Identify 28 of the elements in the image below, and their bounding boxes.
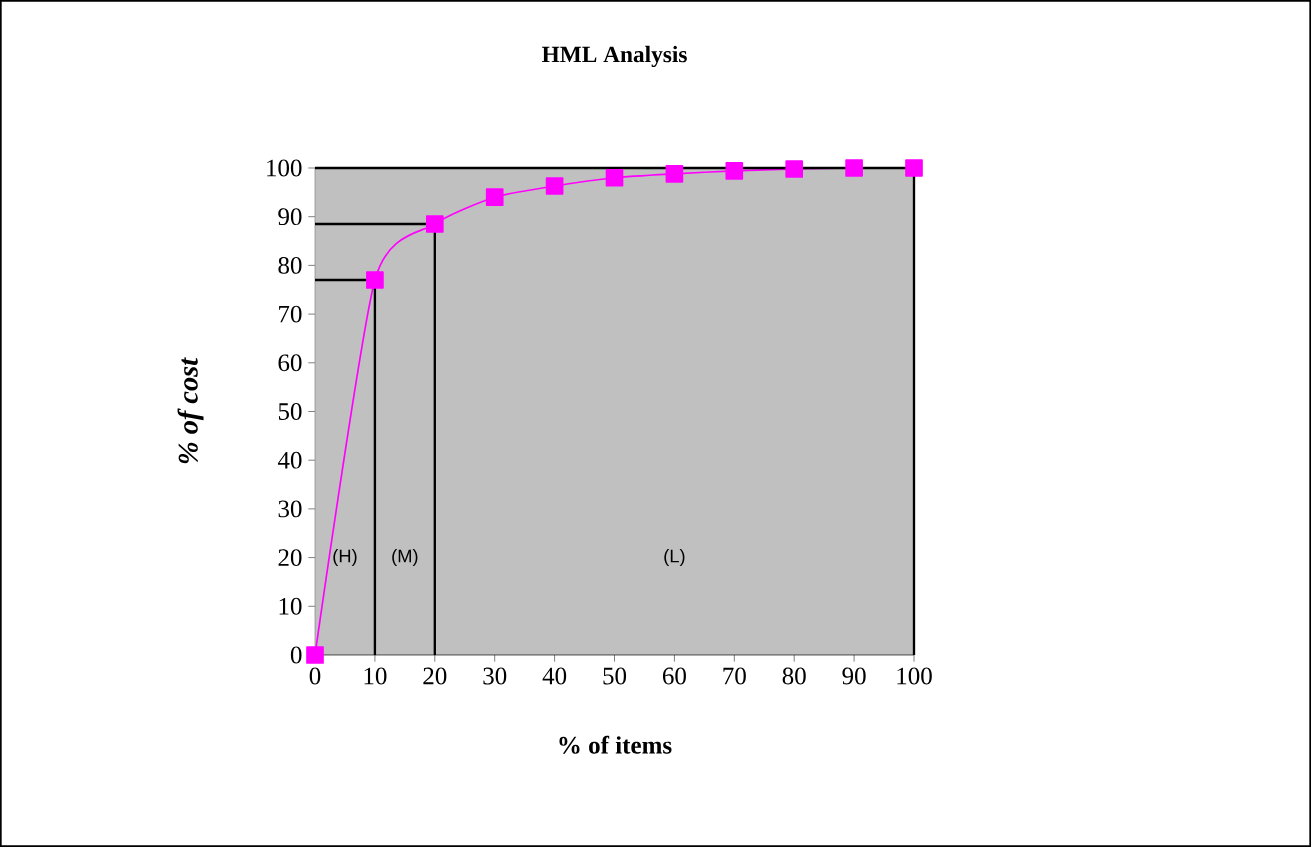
y-tick-label: 90 xyxy=(278,208,302,226)
x-tick-label: 60 xyxy=(662,667,686,685)
y-tick-label: 10 xyxy=(279,597,302,615)
x-tick-label: 30 xyxy=(483,667,507,685)
x-tick-label: 0 xyxy=(309,667,321,685)
x-tick-label: 80 xyxy=(782,667,806,685)
x-tick-label: 40 xyxy=(542,667,567,685)
annotation: (M) xyxy=(392,549,418,567)
x-tick-label: 70 xyxy=(723,667,746,685)
x-tick-label: 10 xyxy=(364,667,387,685)
x-tick-label: 100 xyxy=(897,667,932,685)
y-tick-label: 60 xyxy=(278,354,302,372)
y-tick-label: 40 xyxy=(277,451,302,469)
y-tick-label: 100 xyxy=(267,159,302,177)
x-tick-label: 20 xyxy=(423,667,447,685)
y-tick-label: 30 xyxy=(278,500,302,518)
annotation: (L) xyxy=(664,549,685,567)
x-tick-label: 90 xyxy=(842,667,866,685)
y-tick-label: 70 xyxy=(279,305,302,323)
y-tick-label: 20 xyxy=(278,549,302,567)
chart-title: HML Analysis xyxy=(541,45,687,68)
y-axis-title: % of cost xyxy=(177,357,204,464)
y-tick-label: 50 xyxy=(278,403,302,420)
x-tick-label: 50 xyxy=(603,667,627,685)
annotation: (H) xyxy=(333,549,357,567)
y-tick-label: 80 xyxy=(278,256,302,274)
y-tick-label: 0 xyxy=(290,646,302,664)
x-axis-title: % of items xyxy=(559,735,672,754)
